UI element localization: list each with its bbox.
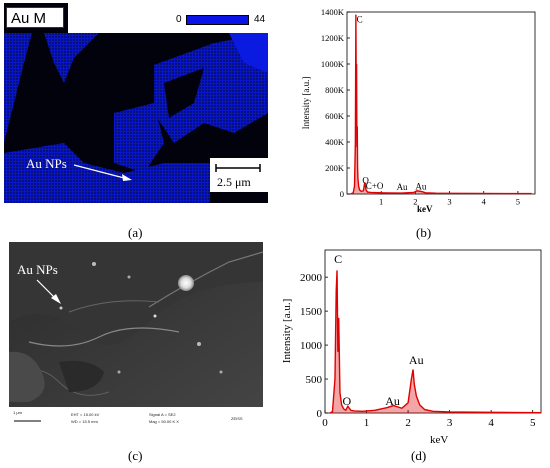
y-tick-label: 500 (306, 374, 323, 386)
peak-label: Au (397, 182, 408, 192)
y-tick-label: 1400K (321, 7, 345, 17)
x-tick-label: 5 (516, 197, 520, 207)
y-tick-label: 1200K (321, 33, 345, 43)
sem-au-nps-label: Au NPs (17, 262, 58, 277)
peak-label: Au (409, 353, 424, 367)
sem-texture (9, 242, 263, 407)
sem-au-nps-arrow (36, 279, 61, 304)
peak-label: Au (385, 394, 400, 408)
scale-bar-box (210, 158, 268, 192)
x-tick-label: 4 (482, 197, 487, 207)
x-tick-label: 2 (405, 417, 411, 429)
y-tick-label: 0 (340, 189, 344, 199)
x-tick-label: 1 (379, 197, 383, 207)
y-tick-label: 0 (317, 408, 323, 420)
peak-label: C (334, 252, 342, 266)
sem-scale-bar-line (14, 420, 41, 422)
caption-a: (a) (128, 225, 143, 240)
au-eds-map: Au M 0 44 Au NPs 2.5 μm (4, 3, 268, 203)
intensity-scale-bar (186, 15, 249, 25)
peak-label: C (357, 14, 363, 24)
x-tick-label: 3 (447, 417, 453, 429)
intensity-scale-min: 0 (176, 14, 182, 25)
au-nps-label: Au NPs (26, 156, 67, 171)
x-tick-label: 4 (488, 417, 494, 429)
y-tick-label: 400K (325, 137, 345, 147)
au-nps-arrow (73, 164, 132, 181)
sem-signal: Signal A = SE2 (149, 412, 176, 417)
y-tick-label: 1000 (300, 340, 323, 352)
scale-bar-label: 2.5 μm (217, 175, 251, 189)
sem-info-strip: 1 μm EHT = 15.00 kV WD = 15.5 mm Signal … (9, 407, 263, 430)
sem-mag: Mag = 50.00 K X (149, 419, 179, 424)
x-tick-label: 5 (530, 417, 536, 429)
intensity-scale-max: 44 (254, 14, 266, 25)
plot-frame (324, 249, 542, 414)
y-tick-label: 1500 (300, 306, 323, 318)
eds-spectrum-d: 0 500 1000 1500 2000 0 1 2 3 4 5 C O Au Au keV Intensity… (281, 249, 542, 446)
sem-image: Au NPs 1 μm EHT = 15.00 kV WD = 15.5 mm … (9, 242, 263, 430)
peak-label: O (362, 176, 369, 186)
y-axis-label: Intensity [a.u.] (301, 77, 311, 130)
x-tick-label: 3 (447, 197, 451, 207)
y-tick-label: 2000 (300, 272, 323, 284)
spectrum-fill (329, 270, 541, 413)
caption-c: (c) (128, 448, 143, 463)
spectrum-line (329, 270, 542, 414)
sem-scale-label: 1 μm (13, 410, 22, 415)
x-tick-label: 1 (364, 417, 370, 429)
sem-wd: WD = 15.5 mm (71, 419, 98, 424)
eds-spectrum-b: 0 200K 400K 600K 800K 1000K 1200K 1400K 1 2 3 4 5 C OC… (301, 7, 536, 214)
caption-b: (b) (416, 225, 432, 240)
zeiss-logo: ZEISS (231, 416, 243, 421)
scale-bar-line (215, 164, 261, 172)
y-tick-label: 200K (325, 163, 345, 173)
x-tick-label: 2 (413, 197, 417, 207)
peak-label: O (342, 394, 351, 408)
peak-label: Au (415, 181, 426, 191)
spectrum-fill (350, 14, 532, 194)
map-title: Au M (6, 7, 64, 28)
peak-label: C+O (366, 181, 384, 191)
y-tick-label: 1000K (321, 59, 345, 69)
x-axis-label: keV (430, 434, 448, 446)
y-axis-label: Intensity [a.u.] (281, 299, 293, 363)
y-tick-label: 600K (325, 111, 345, 121)
plot-frame (346, 11, 536, 195)
x-axis-label: keV (417, 204, 433, 214)
spectrum-line (350, 14, 532, 195)
y-tick-label: 800K (325, 85, 345, 95)
x-tick-label: 0 (322, 417, 328, 429)
caption-d: (d) (411, 448, 427, 463)
sem-eht: EHT = 15.00 kV (71, 412, 100, 417)
